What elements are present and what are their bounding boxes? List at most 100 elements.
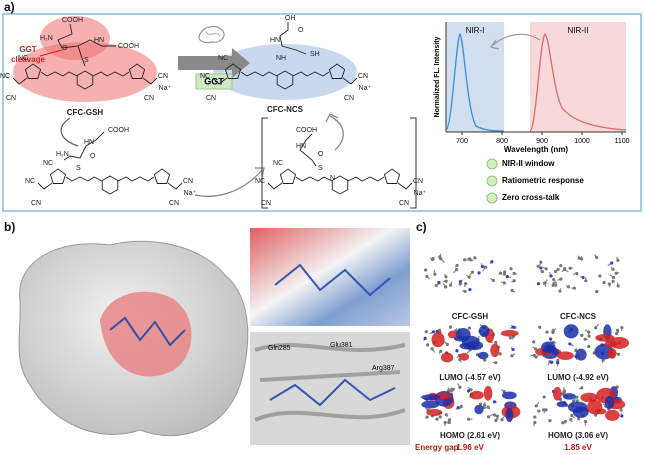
orbital-lobe (477, 351, 489, 360)
atom-ball (587, 330, 591, 334)
atom-ball (563, 267, 567, 272)
atom-ball (510, 354, 514, 358)
atom-ball (458, 280, 463, 284)
ribbon (254, 343, 406, 422)
atom: Na⁺ (159, 85, 172, 92)
atom: COOH (118, 43, 139, 50)
inset-residues (250, 332, 410, 445)
atom-ball (620, 414, 624, 418)
molecule-label: CFC-GSH (452, 312, 489, 321)
atom-ball (483, 265, 488, 269)
orbital-lobe (552, 386, 562, 401)
molecule-core: NC CN NC CN CN Na⁺ (0, 55, 172, 102)
atom: CN (183, 178, 193, 185)
bond (24, 63, 42, 79)
atom-ball (539, 260, 543, 264)
atom-ball (458, 385, 462, 389)
atom-ball (426, 343, 430, 347)
enzyme-box (195, 73, 233, 90)
atom-ball (502, 281, 507, 285)
orbital-lobe (440, 352, 454, 363)
atom-ball (500, 418, 504, 422)
orbital-lobe (490, 343, 500, 358)
atom-ball (584, 279, 588, 283)
atom-ball (435, 329, 439, 333)
atom: Na⁺ (359, 85, 372, 92)
atom-ball (616, 258, 620, 262)
atom-ball (569, 418, 573, 422)
atom-ball (619, 408, 623, 412)
spectrum-curve (529, 32, 627, 132)
x-tick-label: 1100 (614, 138, 629, 145)
atom-ball (559, 277, 563, 281)
atom-ball (463, 289, 467, 294)
atom-ball (611, 267, 615, 272)
atom-ball (456, 406, 460, 410)
bond (279, 168, 297, 184)
atom: NC (200, 73, 210, 80)
atom-ball (512, 279, 516, 283)
atom-ball (544, 267, 548, 271)
atom: Na⁺ (184, 190, 197, 197)
atom-ball (554, 283, 558, 287)
atom: OH (285, 15, 296, 22)
highlight (213, 44, 357, 100)
atom: CN (31, 200, 41, 207)
atom-ball (572, 399, 576, 403)
atom: S (76, 165, 81, 172)
band-label: NIR-I (466, 26, 485, 35)
orbital-lobe (500, 329, 519, 337)
atom-ball (438, 255, 442, 259)
atom-ball (537, 409, 541, 413)
orbital-lobe (462, 335, 480, 350)
atom: COOH (296, 127, 317, 134)
atom-ball (577, 417, 581, 421)
orbital-lobe (604, 340, 617, 348)
bond (63, 131, 105, 161)
atom-ball (494, 361, 498, 365)
atom: HN (270, 37, 280, 44)
curved-arrow (489, 33, 541, 50)
atom: NC (218, 55, 228, 62)
reaction-arrow (178, 48, 250, 78)
atom-ball (552, 278, 556, 282)
orbital-lobe (447, 330, 458, 339)
bond (65, 176, 103, 182)
bond (328, 63, 346, 79)
spectrum-curve (445, 32, 505, 132)
atom-ball (458, 282, 462, 286)
atom-ball (423, 336, 427, 340)
orbital-label: LUMO (-4.92 eV) (547, 373, 609, 382)
atom-ball (437, 280, 441, 285)
atom: Na⁺ (414, 190, 427, 197)
atom-ball (491, 278, 495, 283)
atom-ball (424, 268, 428, 272)
atom-ball (438, 415, 442, 419)
bond (347, 176, 385, 182)
gap-label: Energy gap (415, 443, 459, 452)
orbital-lobe (604, 395, 615, 410)
atom-ball (614, 271, 618, 275)
atom-ball (544, 408, 548, 412)
band (446, 22, 504, 132)
x-axis-label: Wavelength (nm) (504, 145, 568, 154)
bond (397, 182, 413, 190)
atom-ball (539, 266, 543, 270)
bond (92, 71, 130, 77)
atom-ball (486, 415, 491, 419)
atom: HN (84, 139, 94, 146)
atom-ball (620, 325, 624, 330)
bond (279, 22, 307, 55)
atom-ball (598, 274, 602, 278)
orbital-lobe (474, 404, 484, 415)
atom: COOH (108, 127, 129, 134)
atom-ball (583, 420, 588, 424)
atom-ball (483, 403, 487, 407)
orbital-label: LUMO (-4.57 eV) (439, 373, 501, 382)
atom-ball (437, 328, 442, 333)
molecule-label: CFC-NCS (560, 312, 597, 321)
atom: O (298, 27, 304, 34)
atom-ball (542, 395, 546, 399)
atom: CN (144, 95, 154, 102)
